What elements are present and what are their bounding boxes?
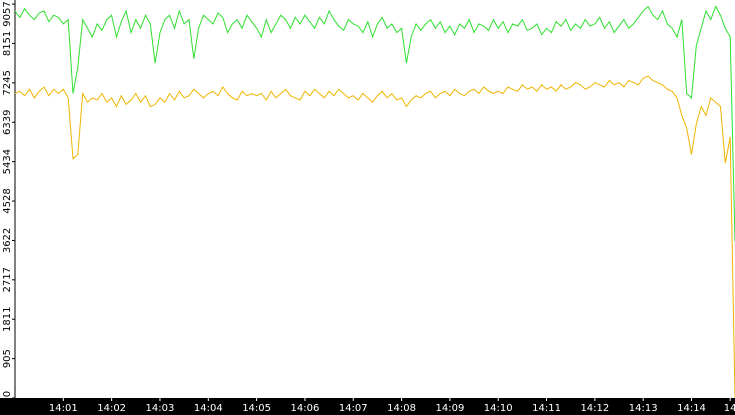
x-tick-label: 14:04	[194, 403, 223, 414]
y-tick-label: 4528	[2, 188, 13, 213]
y-tick-label: 1811	[2, 306, 13, 331]
x-tick-label: 14:05	[242, 403, 271, 414]
x-tick-label: 14:07	[339, 403, 368, 414]
x-tick-label: 14:03	[146, 403, 175, 414]
y-tick-label: 2717	[2, 267, 13, 292]
x-tick-label: 14:01	[49, 403, 78, 414]
y-tick-label: 5434	[2, 149, 13, 174]
y-tick-label: 0	[2, 391, 13, 397]
x-tick-label: 14:10	[484, 403, 513, 414]
x-tick-label: 14:11	[532, 403, 561, 414]
x-tick-label: 14:13	[629, 403, 658, 414]
y-tick-label: 9057	[2, 1, 13, 26]
x-tick-label: 14:12	[580, 403, 609, 414]
y-tick-label: 7245	[2, 70, 13, 95]
series-line	[14, 75, 735, 399]
x-axis-band	[0, 398, 735, 415]
x-tick-label: 14:14	[677, 403, 706, 414]
x-tick-label: 14:02	[97, 403, 126, 414]
y-tick-label: 905	[2, 349, 13, 368]
series-line	[14, 5, 735, 242]
y-tick-label: 8151	[2, 31, 13, 56]
x-tick-label: 14:06	[291, 403, 320, 414]
y-tick-label: 3622	[2, 228, 13, 253]
x-tick-label: 14:08	[387, 403, 416, 414]
x-tick-label: 14:09	[435, 403, 464, 414]
x-tick-label: 14	[724, 403, 735, 414]
y-tick-label: 6339	[2, 110, 13, 135]
